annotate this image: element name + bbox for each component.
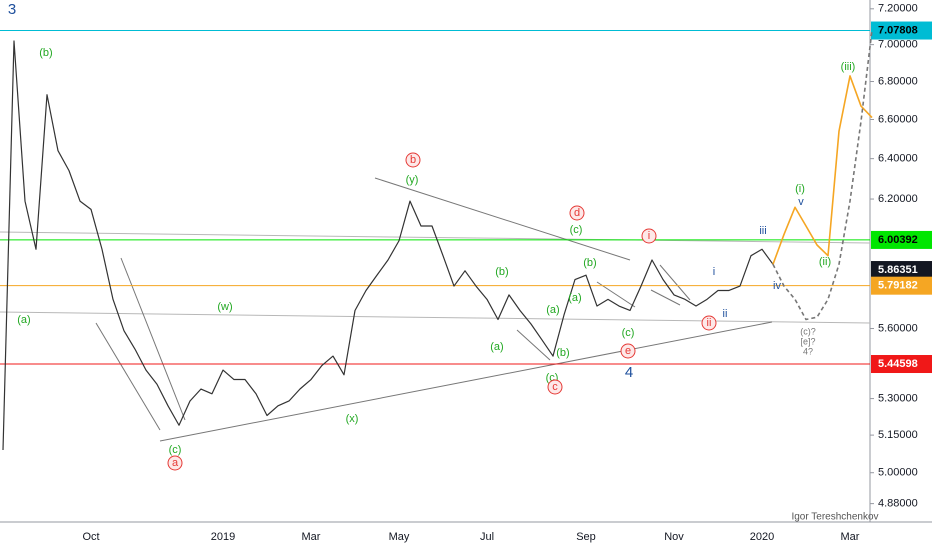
wave-circle — [701, 315, 717, 331]
y-tick-label: 7.20000 — [878, 3, 918, 15]
wave-label: (a) — [546, 304, 559, 316]
x-tick-label: 2019 — [211, 531, 235, 543]
wave-label: iv — [773, 280, 781, 292]
y-tick-label: 6.80000 — [878, 75, 918, 87]
y-tick-label: 6.60000 — [878, 113, 918, 125]
x-tick-label: Mar — [841, 531, 860, 543]
trendline — [516, 329, 551, 361]
wave-label: (iii) — [841, 61, 856, 73]
wave-label: (ii) — [819, 256, 831, 268]
wave-circle — [405, 152, 421, 168]
wave-circle — [167, 455, 183, 471]
series-line — [772, 30, 873, 321]
wave-label: ii — [707, 317, 712, 329]
price-tag-label: 7.07808 — [878, 24, 918, 36]
wave-label: i — [648, 230, 650, 242]
trendline — [95, 322, 161, 431]
series-line — [2, 40, 774, 451]
price-tag-label: 6.00392 — [878, 234, 918, 246]
wave-label: (c) — [622, 327, 635, 339]
wave-label: d — [574, 207, 580, 219]
wave-label: ii — [723, 308, 728, 320]
price-tag — [871, 21, 932, 40]
wave-label: (b) — [495, 266, 508, 278]
wave-circle — [569, 205, 585, 221]
price-tag — [871, 276, 932, 295]
wave-label: (c)? — [800, 326, 816, 336]
price-tag-label: 5.86351 — [878, 264, 918, 276]
wave-label: (b) — [583, 257, 596, 269]
watermark: Igor Tereshchenkov — [791, 512, 878, 523]
wave-label: c — [552, 381, 558, 393]
price-tag — [871, 355, 932, 374]
wave-label: a — [172, 457, 179, 469]
wave-label: (x) — [346, 413, 359, 425]
series-line — [772, 75, 873, 265]
wave-label: (a) — [17, 314, 30, 326]
x-tick-label: Sep — [576, 531, 596, 543]
y-tick-label: 5.00000 — [878, 467, 918, 479]
trendline — [0, 231, 871, 244]
wave-label: (c) — [570, 224, 583, 236]
price-tag — [871, 230, 932, 249]
x-tick-label: May — [389, 531, 410, 543]
wave-label: (b) — [39, 47, 52, 59]
wave-label: 4? — [803, 346, 813, 356]
wave-circle — [641, 228, 657, 244]
x-tick-label: 2020 — [750, 531, 774, 543]
wave-label: 3 — [8, 1, 16, 18]
y-tick-label: 6.20000 — [878, 193, 918, 205]
x-tick-label: Nov — [664, 531, 684, 543]
y-tick-label: 4.88000 — [878, 498, 918, 510]
x-tick-label: Jul — [480, 531, 494, 543]
wave-label: i — [713, 266, 715, 278]
wave-label: (b) — [556, 347, 569, 359]
y-tick-label: 5.15000 — [878, 429, 918, 441]
x-tick-label: Oct — [82, 531, 99, 543]
trendline — [659, 264, 691, 301]
price-tag — [871, 261, 932, 280]
y-tick-label: 6.40000 — [878, 153, 918, 165]
y-tick-label: 5.60000 — [878, 322, 918, 334]
wave-label: v — [798, 196, 804, 208]
y-tick-label: 5.30000 — [878, 392, 918, 404]
trendline — [0, 311, 871, 324]
wave-label: 4 — [625, 364, 633, 381]
trendline — [159, 321, 773, 442]
wave-label: (a) — [568, 292, 581, 304]
trendline — [374, 177, 631, 261]
wave-label: (c) — [169, 444, 182, 456]
x-tick-label: Mar — [302, 531, 321, 543]
wave-circle — [620, 343, 636, 359]
wave-label: iii — [759, 225, 766, 237]
trendline — [650, 289, 681, 306]
wave-label: (i) — [795, 183, 805, 195]
wave-label: (y) — [406, 174, 419, 186]
wave-label: b — [410, 154, 416, 166]
wave-label: e — [625, 345, 631, 357]
wave-label: (w) — [217, 301, 232, 313]
wave-label: [e]? — [800, 336, 815, 346]
price-tag-label: 5.44598 — [878, 358, 918, 370]
wave-circle — [547, 379, 563, 395]
price-tag-label: 5.79182 — [878, 280, 918, 292]
wave-label: (a) — [490, 341, 503, 353]
y-tick-label: 7.00000 — [878, 39, 918, 51]
trendline — [120, 257, 186, 421]
